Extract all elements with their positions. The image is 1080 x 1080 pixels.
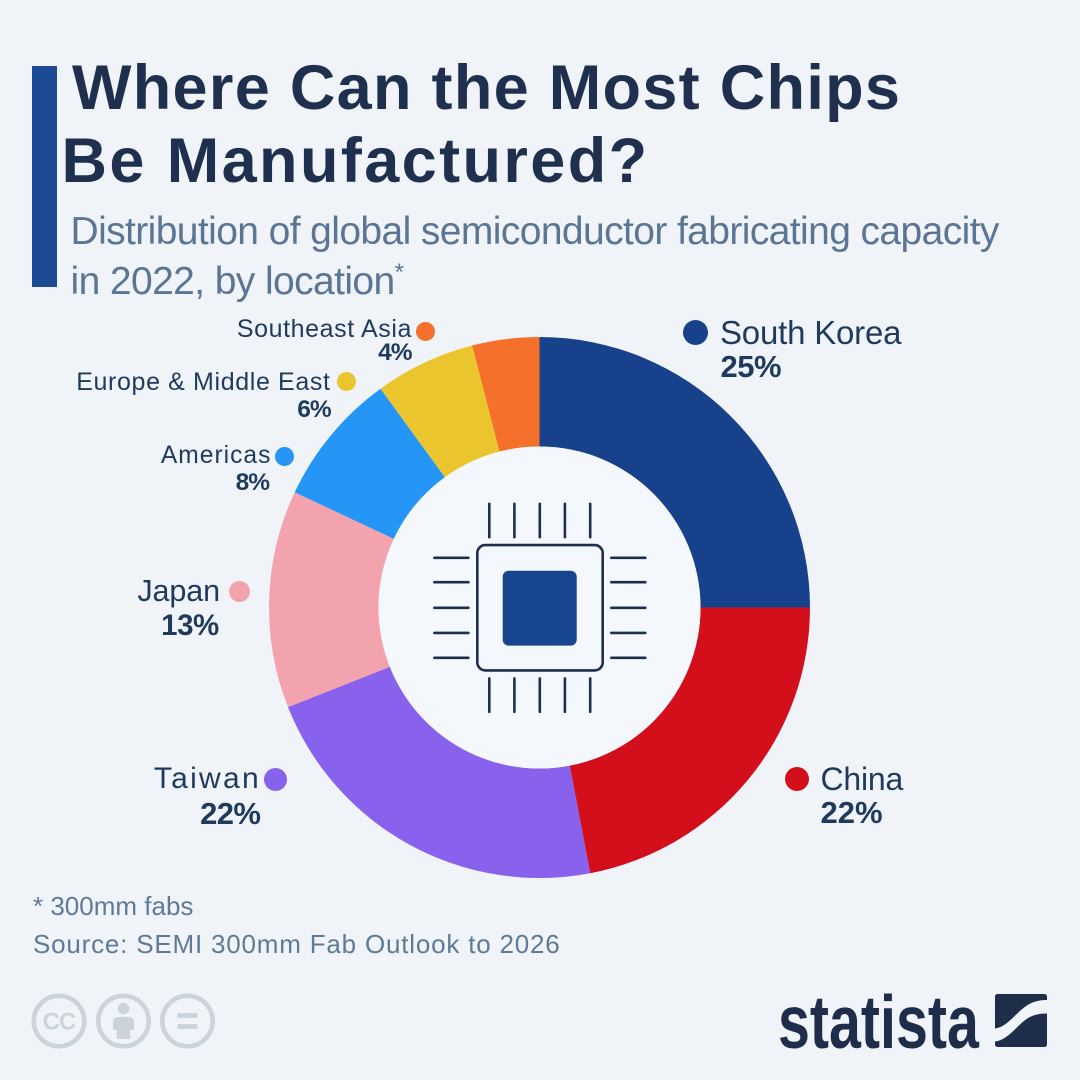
svg-text:CC: CC: [43, 1009, 76, 1036]
